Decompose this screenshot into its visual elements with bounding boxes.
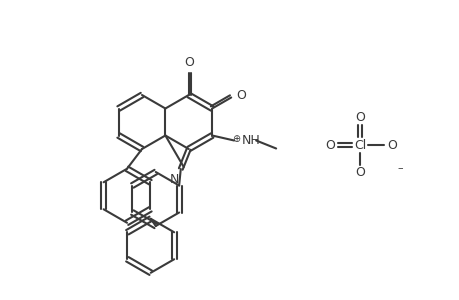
Text: O: O <box>386 139 396 152</box>
Text: O: O <box>354 167 364 179</box>
Text: –: – <box>396 163 402 173</box>
Text: Cl: Cl <box>353 139 365 152</box>
Text: O: O <box>235 89 246 102</box>
Text: O: O <box>184 56 193 69</box>
Text: O: O <box>325 139 334 152</box>
Text: O: O <box>354 110 364 124</box>
Text: NH: NH <box>241 134 260 147</box>
Text: N: N <box>169 173 179 186</box>
Text: ⊕: ⊕ <box>232 134 240 143</box>
